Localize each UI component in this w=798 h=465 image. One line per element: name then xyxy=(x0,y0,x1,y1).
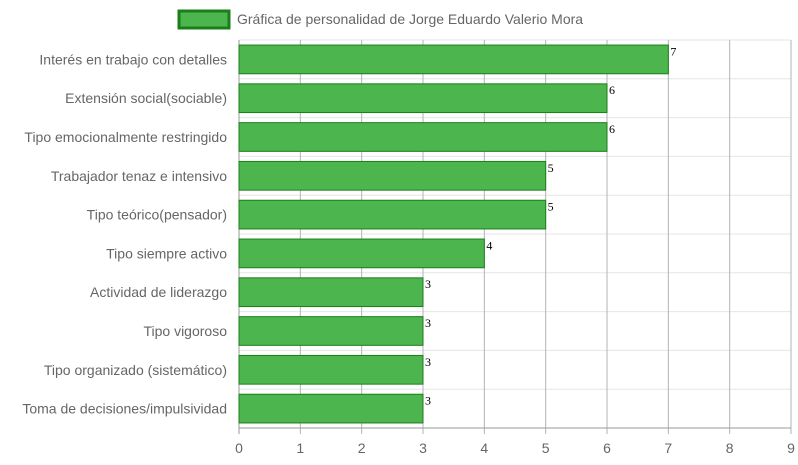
bar xyxy=(238,393,424,424)
bar xyxy=(238,238,485,269)
bar xyxy=(238,122,608,152)
data-label: 3 xyxy=(425,394,431,408)
data-label: 7 xyxy=(670,44,676,58)
legend[interactable]: Gráfica de personalidad de Jorge Eduardo… xyxy=(177,9,583,30)
category-label: Tipo siempre activo xyxy=(106,245,227,261)
category-label: Toma de decisiones/impulsividad xyxy=(22,401,227,417)
category-label: Extensión social(sociable) xyxy=(65,90,227,106)
x-tick-label: 1 xyxy=(296,440,304,456)
category-label: Tipo teórico(pensador) xyxy=(87,207,227,223)
legend-swatch xyxy=(177,9,231,30)
bar xyxy=(238,277,424,308)
x-tick-label: 9 xyxy=(787,440,795,456)
data-label: 6 xyxy=(609,83,615,97)
data-label: 3 xyxy=(425,277,431,291)
bar xyxy=(238,44,669,75)
x-tick-label: 4 xyxy=(480,440,488,456)
bar xyxy=(238,160,547,191)
legend-label: Gráfica de personalidad de Jorge Eduardo… xyxy=(237,11,583,27)
x-tick-label: 6 xyxy=(603,440,611,456)
category-label: Actividad de liderazgo xyxy=(90,284,227,300)
x-tick-label: 0 xyxy=(235,440,243,456)
bar xyxy=(238,316,424,346)
data-label: 6 xyxy=(609,122,615,136)
category-label: Tipo emocionalmente restringido xyxy=(24,129,227,145)
x-tick-label: 5 xyxy=(542,440,550,456)
bar xyxy=(238,199,547,230)
x-tick-label: 2 xyxy=(358,440,366,456)
category-label: Tipo vigoroso xyxy=(143,323,227,339)
data-label: 3 xyxy=(425,316,431,330)
category-label: Interés en trabajo con detalles xyxy=(39,51,227,67)
x-tick-label: 3 xyxy=(419,440,427,456)
bar xyxy=(238,354,424,385)
data-label: 4 xyxy=(486,238,492,252)
data-label: 5 xyxy=(548,161,554,175)
bar xyxy=(238,83,608,114)
x-tick-label: 8 xyxy=(726,440,734,456)
x-tick-label: 7 xyxy=(664,440,672,456)
labels: 0 1 2 3 4 5 6 7 8 9 Interés en trabajo con detalle… xyxy=(22,44,795,456)
category-label: Trabajador tenaz e intensivo xyxy=(51,168,227,184)
data-label: 3 xyxy=(425,355,431,369)
data-label: 5 xyxy=(548,200,554,214)
category-label: Tipo organizado (sistemático) xyxy=(44,362,227,378)
bars xyxy=(238,44,669,424)
